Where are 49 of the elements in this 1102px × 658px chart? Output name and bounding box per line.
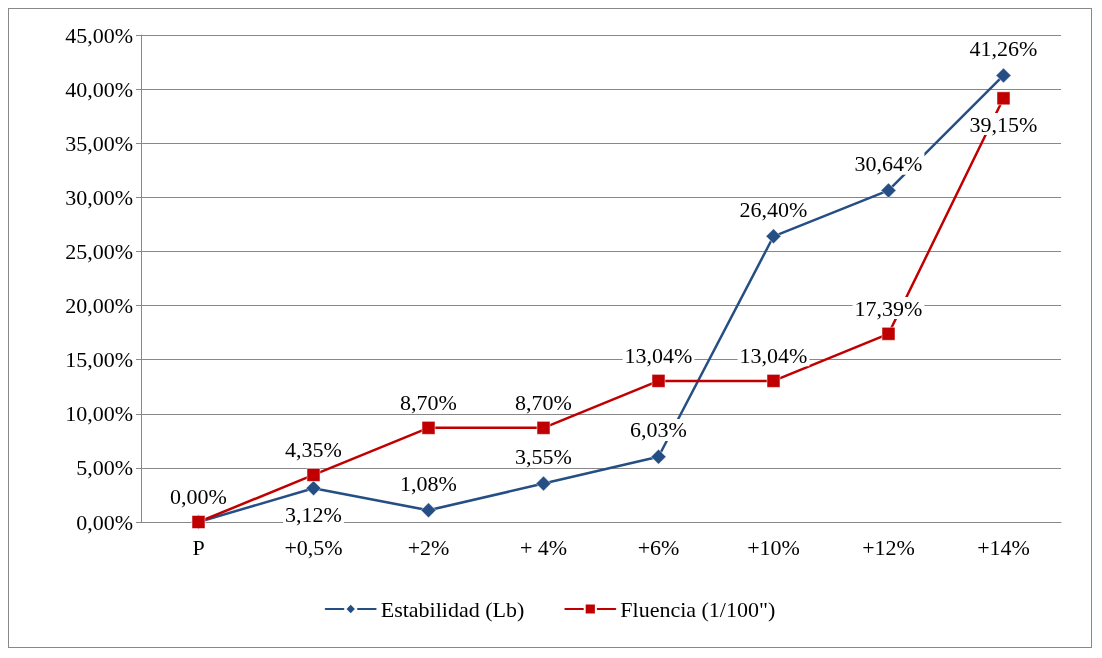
point xyxy=(306,468,321,482)
y-tick-label: 40,00% xyxy=(65,76,133,102)
y-tick-label: 15,00% xyxy=(65,347,133,373)
y-tick-label: 35,00% xyxy=(65,130,133,156)
data-label: 26,40% xyxy=(739,197,808,223)
data-label: 30,64% xyxy=(854,151,923,177)
x-tick-label: +10% xyxy=(747,534,800,560)
x-tick-label: +2% xyxy=(407,534,450,560)
point xyxy=(536,421,551,435)
point xyxy=(995,67,1012,84)
point xyxy=(765,228,782,245)
x-tick-label: +12% xyxy=(862,534,915,560)
data-label: 39,15% xyxy=(969,111,1038,137)
x-tick-label: + 4% xyxy=(519,534,568,560)
y-tick-label: 10,00% xyxy=(65,401,133,427)
x-tick-label: +0,5% xyxy=(284,534,343,560)
point xyxy=(880,182,897,199)
data-label: 8,70% xyxy=(400,389,457,415)
point xyxy=(421,421,436,435)
legend-label: Estabilidad (Lb) xyxy=(380,596,525,622)
point xyxy=(881,327,896,341)
point xyxy=(305,480,322,496)
data-label: 1,08% xyxy=(400,471,457,497)
data-label: 8,70% xyxy=(515,389,572,415)
x-tick-label: +14% xyxy=(977,534,1030,560)
y-tick-label: 25,00% xyxy=(65,238,133,264)
point xyxy=(650,448,667,465)
y-tick-label: 45,00% xyxy=(65,22,133,48)
y-tick-label: 0,00% xyxy=(76,509,133,535)
data-label: 0,00% xyxy=(170,483,227,509)
data-label: 13,04% xyxy=(624,342,693,368)
data-label: 41,26% xyxy=(969,36,1038,62)
y-tick-label: 30,00% xyxy=(65,184,133,210)
point xyxy=(651,374,666,388)
data-label: 3,55% xyxy=(515,444,572,470)
y-tick-label: 5,00% xyxy=(76,455,133,481)
legend-label: Fluencia (1/100") xyxy=(620,596,776,622)
data-label: 17,39% xyxy=(854,295,923,321)
point xyxy=(996,91,1011,106)
point xyxy=(420,502,437,519)
data-label: 4,35% xyxy=(285,436,342,462)
data-label: 13,04% xyxy=(739,342,808,368)
y-tick-label: 20,00% xyxy=(65,293,133,319)
data-label: 3,12% xyxy=(285,502,342,528)
point xyxy=(766,374,781,388)
x-tick-label: +6% xyxy=(637,534,680,560)
data-label: 6,03% xyxy=(630,417,687,443)
x-tick-label: P xyxy=(192,534,205,560)
point xyxy=(535,475,552,492)
